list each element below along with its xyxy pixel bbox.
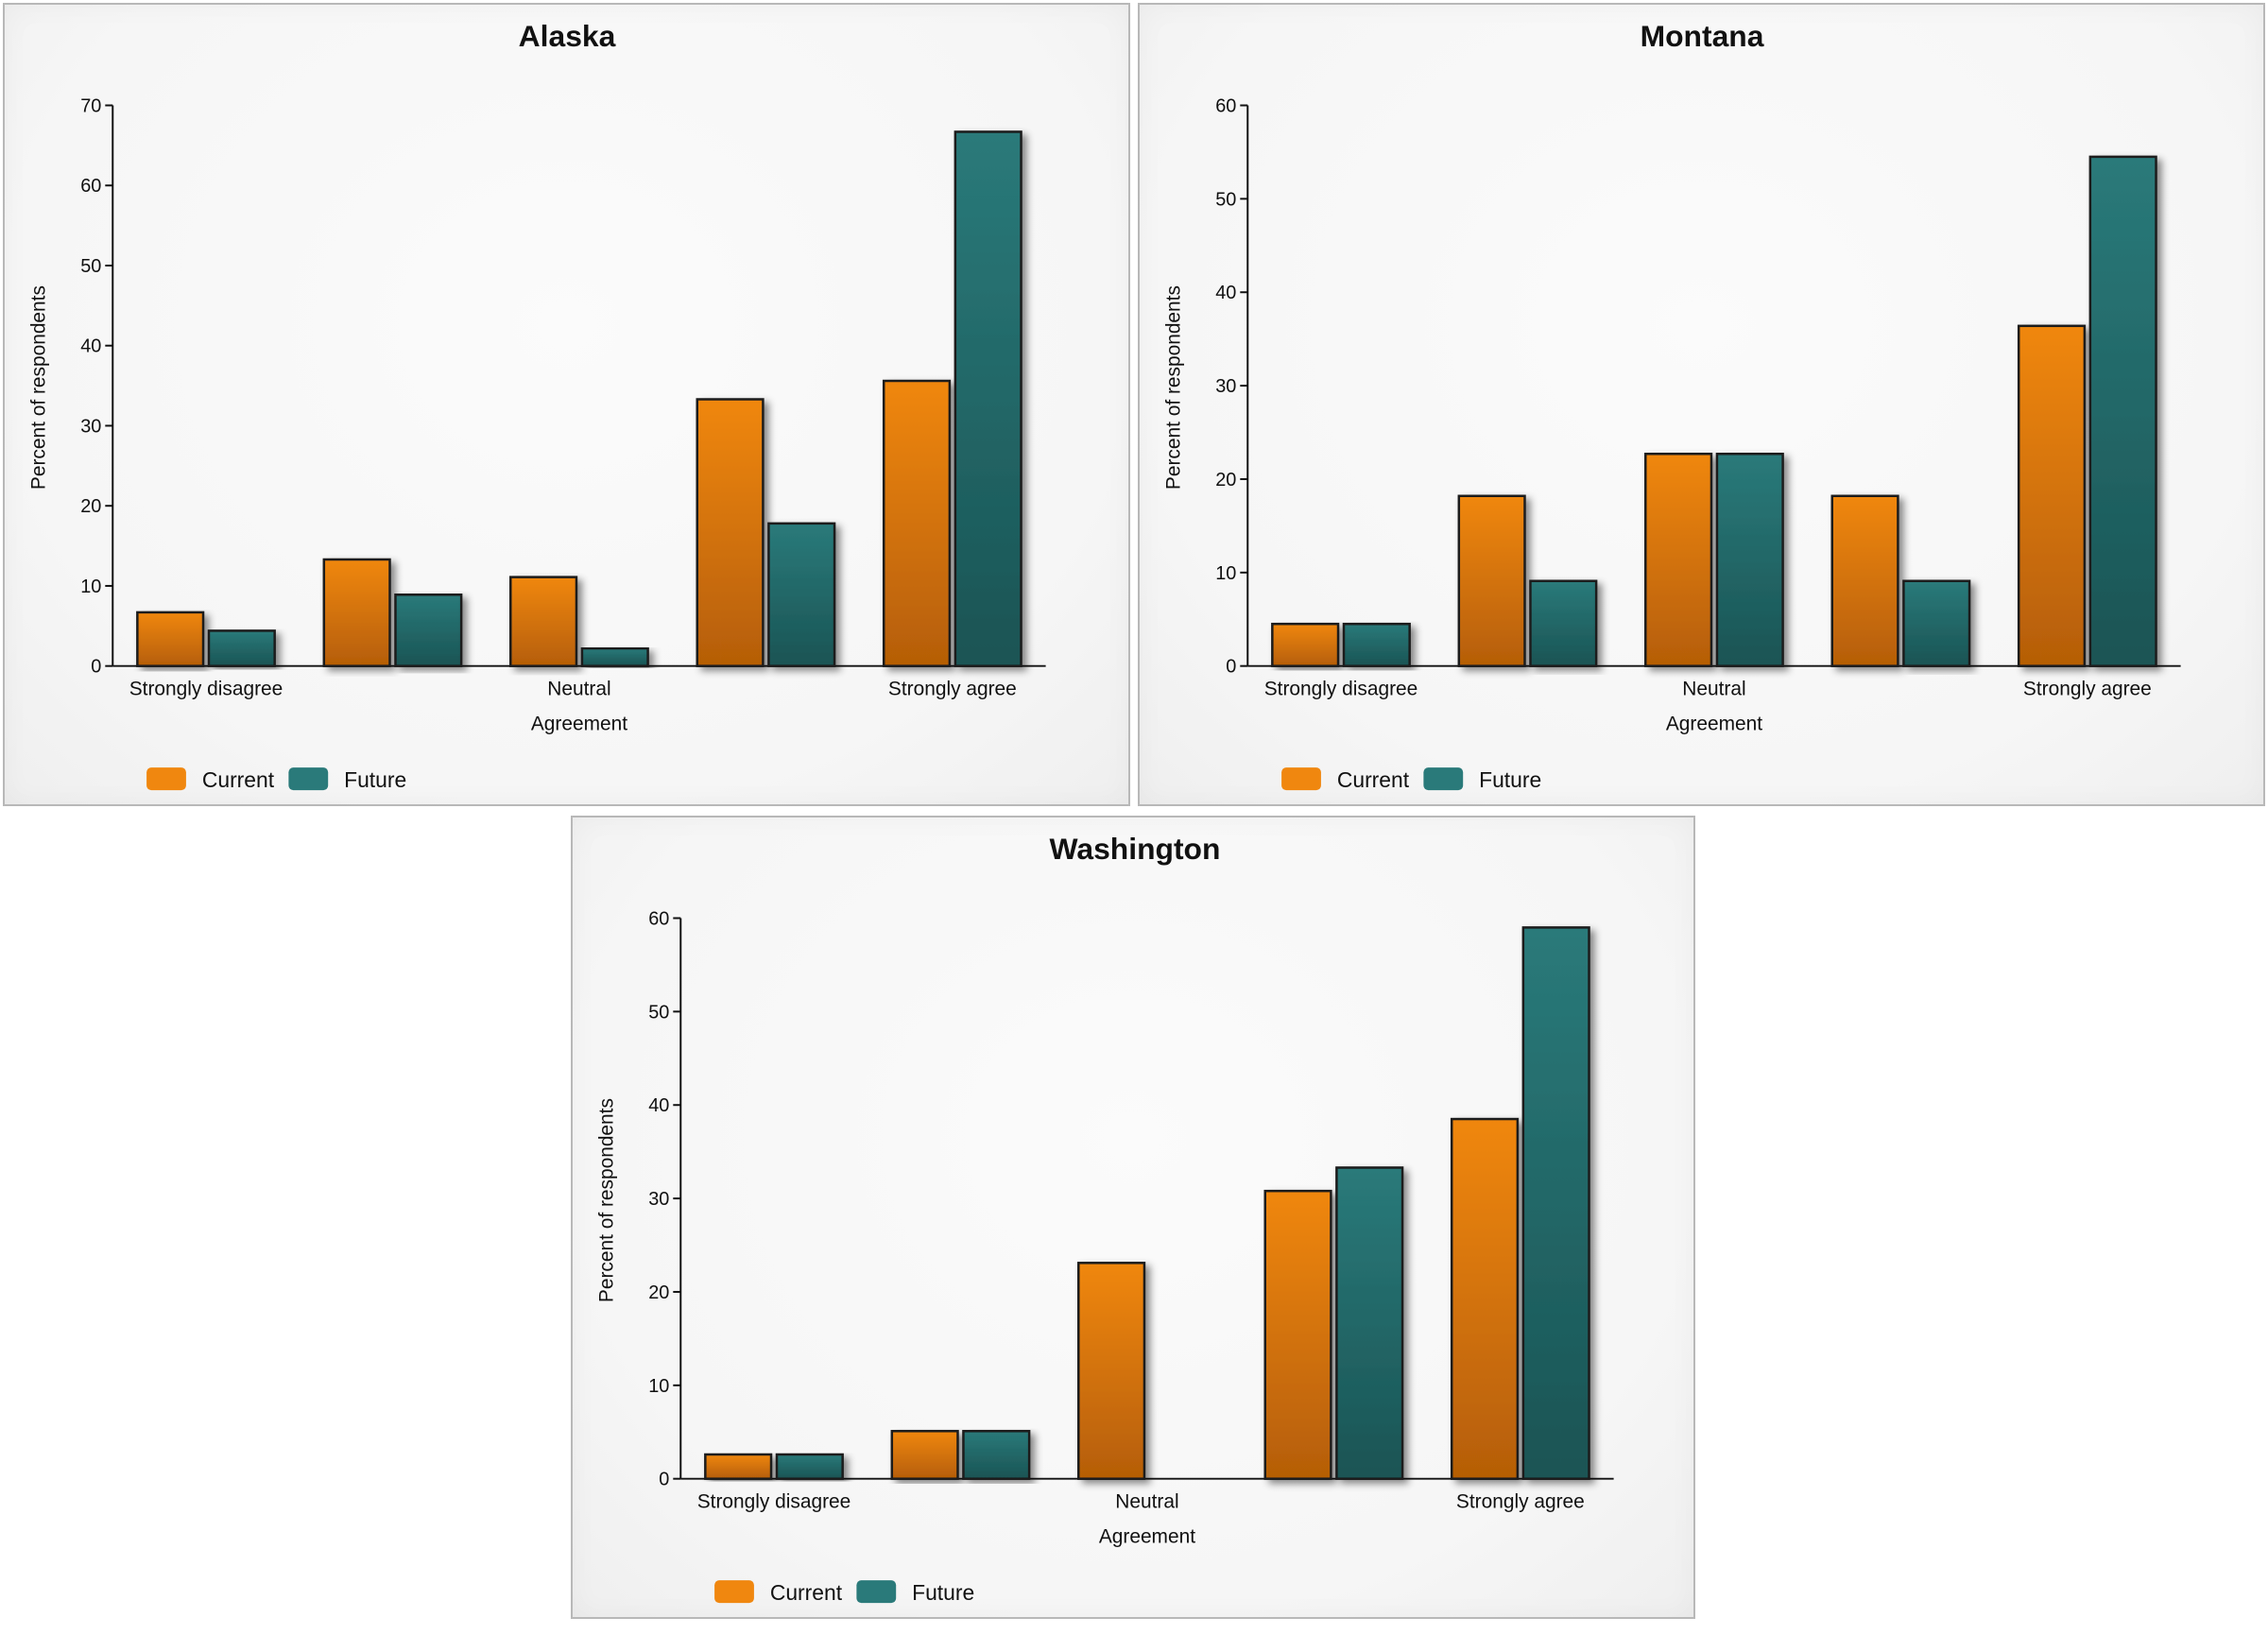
x-axis-label: Agreement	[531, 713, 627, 734]
chart-panel-alaska: Alaska Percent of respondents 0 10 20 30 40 50 6…	[3, 3, 1130, 806]
bar-future-4	[1521, 926, 1590, 1480]
y-tick-label: 0	[1226, 657, 1236, 678]
y-tick-label: 30	[648, 1189, 669, 1210]
y-tick-label: 50	[80, 256, 101, 277]
legend-label-current: Current	[1337, 767, 1410, 792]
chart-panel-washington: Washington Percent of respondents 0 10 20 30 4…	[571, 816, 1695, 1619]
legend-label-current: Current	[202, 767, 275, 792]
y-tick-label: 50	[1215, 189, 1236, 210]
chart-washington: Washington Percent of respondents 0 10 20 30 4…	[596, 832, 1614, 1605]
bar-future-2	[1715, 453, 1784, 667]
legend-swatch-future	[856, 1580, 897, 1604]
y-tick-label: 30	[1215, 376, 1236, 397]
y-tick-label: 50	[648, 1002, 669, 1023]
bar-current-0	[1271, 622, 1340, 667]
bar-current-3	[1263, 1189, 1332, 1480]
bar-current-0	[136, 611, 205, 667]
bar-future-4	[954, 130, 1022, 667]
y-tick-label: 60	[648, 908, 669, 929]
bar-future-3	[1335, 1166, 1404, 1480]
bar-current-4	[882, 379, 952, 667]
legend-label-future: Future	[1479, 767, 1541, 792]
chart-title: Montana	[1641, 19, 1764, 53]
bar-future-1	[394, 594, 463, 667]
x-axis-label: Agreement	[1666, 713, 1762, 734]
bar-future-4	[2088, 155, 2157, 667]
y-axis-label: Percent of respondents	[596, 1098, 618, 1302]
bar-future-1	[1529, 579, 1598, 667]
legend-label-future: Future	[344, 767, 406, 792]
chart-title: Washington	[1050, 832, 1221, 866]
y-tick-label: 70	[80, 95, 101, 116]
chart-montana: Montana Percent of respondents 0 10 20 30 40 50…	[1163, 19, 2181, 792]
chart-title: Alaska	[519, 19, 616, 53]
y-tick-label: 40	[648, 1095, 669, 1116]
x-tick-label: Strongly disagree	[697, 1491, 851, 1513]
y-tick-label: 10	[80, 576, 101, 597]
bar-future-3	[1902, 579, 1971, 667]
y-tick-label: 20	[648, 1282, 669, 1303]
bar-current-2	[1644, 453, 1713, 667]
y-tick-label: 40	[1215, 283, 1236, 303]
x-tick-label: Strongly disagree	[1264, 679, 1418, 700]
legend-swatch-current	[146, 767, 186, 791]
bar-future-3	[767, 522, 836, 667]
y-tick-label: 60	[80, 176, 101, 197]
bar-current-2	[1077, 1262, 1146, 1480]
bar-current-3	[1830, 494, 1899, 667]
bar-future-0	[775, 1453, 844, 1480]
legend-swatch-current	[714, 1580, 754, 1604]
y-tick-label: 60	[1215, 95, 1236, 116]
legend-swatch-future	[1423, 767, 1464, 791]
x-tick-label: Neutral	[1115, 1491, 1178, 1513]
y-axis-label: Percent of respondents	[28, 285, 50, 490]
legend-swatch-future	[288, 767, 329, 791]
y-tick-label: 0	[91, 657, 101, 678]
x-tick-label: Strongly agree	[1456, 1491, 1585, 1513]
x-axis-label: Agreement	[1099, 1525, 1195, 1547]
bar-current-2	[509, 576, 578, 667]
bar-current-1	[1457, 494, 1526, 667]
y-tick-label: 30	[80, 416, 101, 437]
bar-future-0	[207, 629, 276, 667]
y-tick-label: 40	[80, 336, 101, 357]
bar-current-4	[1450, 1117, 1520, 1480]
chart-alaska: Alaska Percent of respondents 0 10 20 30 40 50 6…	[28, 19, 1046, 792]
x-tick-label: Strongly disagree	[129, 679, 284, 700]
bar-future-2	[580, 646, 649, 667]
bar-current-3	[696, 398, 765, 667]
y-tick-label: 10	[1215, 563, 1236, 584]
y-axis-label: Percent of respondents	[1163, 285, 1185, 490]
y-tick-label: 0	[659, 1470, 669, 1490]
y-tick-label: 20	[1215, 470, 1236, 490]
bar-current-4	[2017, 324, 2087, 667]
legend-label-current: Current	[770, 1580, 843, 1605]
bar-future-0	[1342, 622, 1411, 667]
bar-current-0	[704, 1453, 773, 1480]
bar-current-1	[322, 558, 391, 667]
bar-current-1	[890, 1430, 959, 1480]
x-tick-label: Neutral	[1682, 679, 1745, 700]
chart-panel-montana: Montana Percent of respondents 0 10 20 30 40 50…	[1138, 3, 2265, 806]
legend-swatch-current	[1281, 767, 1321, 791]
y-tick-label: 20	[80, 496, 101, 517]
x-tick-label: Strongly agree	[888, 679, 1017, 700]
y-tick-label: 10	[648, 1376, 669, 1397]
legend-label-future: Future	[912, 1580, 974, 1605]
bar-future-1	[962, 1430, 1031, 1480]
x-tick-label: Neutral	[547, 679, 610, 700]
x-tick-label: Strongly agree	[2023, 679, 2152, 700]
